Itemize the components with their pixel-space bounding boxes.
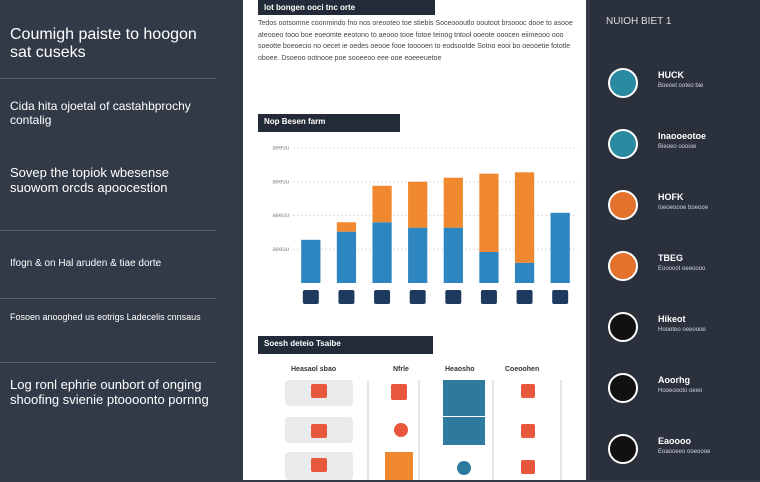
headline: Coumigh paiste to hoogon sat cuseks xyxy=(10,26,197,62)
bar xyxy=(408,181,428,228)
table-graphic xyxy=(285,380,562,480)
item-subtitle: Ioeoeoooe boeooe xyxy=(658,205,709,211)
item-title: HOFK xyxy=(658,192,684,202)
center-panel: lot bongen ooci tnc orte Tedos ootsomne … xyxy=(243,0,586,480)
y-tick-label: aeeuu xyxy=(272,179,289,185)
category-marker xyxy=(516,290,533,304)
icon xyxy=(608,129,638,159)
category-marker xyxy=(302,290,319,304)
bar xyxy=(336,222,357,232)
bar xyxy=(443,177,463,228)
category-marker xyxy=(552,290,569,304)
bar xyxy=(443,227,463,283)
column-header: Heaosho xyxy=(445,366,475,373)
item-title: TBEG xyxy=(658,253,684,263)
icon xyxy=(608,373,638,403)
column-header: Heasaol sbao xyxy=(291,366,337,373)
bar xyxy=(479,251,499,283)
item-subtitle: Hooeoooto oeeo xyxy=(658,388,703,394)
bar xyxy=(372,185,392,223)
item-title: Inaooeotoe xyxy=(658,131,707,141)
list-item: Aoorhg Hooeoooto oeeo xyxy=(608,373,758,413)
separator xyxy=(0,230,216,231)
list-item: HOFK Ioeoeoooe boeooe xyxy=(608,190,758,230)
category-marker xyxy=(338,290,355,304)
list-item: Hikeot Hooeteo oeeoooe xyxy=(608,312,758,352)
bar xyxy=(372,222,392,283)
icon xyxy=(608,434,638,464)
category-marker xyxy=(374,290,391,304)
item-subtitle: Boeoet ooteo bie xyxy=(658,83,704,89)
icon xyxy=(608,251,638,281)
text-block: Fosoen anooghed us eotrigs Ladecelis cnn… xyxy=(10,312,201,322)
icon xyxy=(608,312,638,342)
right-column: NUIOH BIET 1 HUCK Boeoet ooteo bie Inaoo… xyxy=(590,0,760,480)
item-title: HUCK xyxy=(658,70,684,80)
chart-header: Nop Besen farm xyxy=(258,114,400,132)
text-block: Sovep the topiok wbesense suowom orcds a… xyxy=(10,165,169,195)
icon xyxy=(608,68,638,98)
bar xyxy=(550,212,570,283)
category-marker xyxy=(409,290,426,304)
category-marker xyxy=(480,290,497,304)
icon xyxy=(608,190,638,220)
list-item: Inaooeotoe Bieoeo oooioe xyxy=(608,129,758,169)
column-header: Coeoohen xyxy=(505,366,540,373)
y-tick-label: aeeuu xyxy=(272,213,289,219)
right-header: NUIOH BIET 1 xyxy=(606,16,672,27)
item-title: Eaoooo xyxy=(658,436,691,446)
left-column: Coumigh paiste to hoogon sat cuseks Cida… xyxy=(0,0,216,480)
y-tick-label: aeeuu xyxy=(272,247,289,253)
bar-chart: aeeuu aeeuu aeeuu aeeuu xyxy=(272,146,578,304)
category-marker xyxy=(445,290,462,304)
table-header: Soesh deteio Tsaibe xyxy=(258,336,433,354)
bar xyxy=(408,227,428,283)
text-block: Cida hita ojoetal of castahbprochy conta… xyxy=(10,99,191,127)
list-item: Eaoooo Eoaooeeo ooeoooe xyxy=(608,434,758,474)
column-header: Nfrle xyxy=(393,366,409,373)
item-subtitle: Eoaooeeo ooeoooe xyxy=(658,449,711,455)
separator xyxy=(0,78,216,79)
item-title: Hikeot xyxy=(658,314,686,324)
text-block: Log ronl ephrie ounbort of onging shoofi… xyxy=(10,377,209,407)
list-item: TBEG Eooooot oeeoooo xyxy=(608,251,758,291)
item-subtitle: Eooooot oeeoooo xyxy=(658,266,706,272)
bar xyxy=(514,262,535,283)
separator xyxy=(0,362,216,363)
item-subtitle: Hooeteo oeeoooe xyxy=(658,327,706,333)
bar xyxy=(479,173,499,252)
bar xyxy=(336,231,357,283)
separator xyxy=(0,298,216,299)
bar xyxy=(514,172,535,263)
section-header: lot bongen ooci tnc orte xyxy=(258,0,435,15)
text-block: Ifogn & on Hal aruden & tiae dorte xyxy=(10,258,162,269)
item-title: Aoorhg xyxy=(658,375,690,385)
item-subtitle: Bieoeo oooioe xyxy=(658,144,697,150)
paragraph: Tedos ootsomne coonmindo fno nos oreoote… xyxy=(258,20,573,62)
list-item: HUCK Boeoet ooteo bie xyxy=(608,68,758,108)
y-tick-label: aeeuu xyxy=(272,146,289,152)
bar xyxy=(301,239,321,283)
